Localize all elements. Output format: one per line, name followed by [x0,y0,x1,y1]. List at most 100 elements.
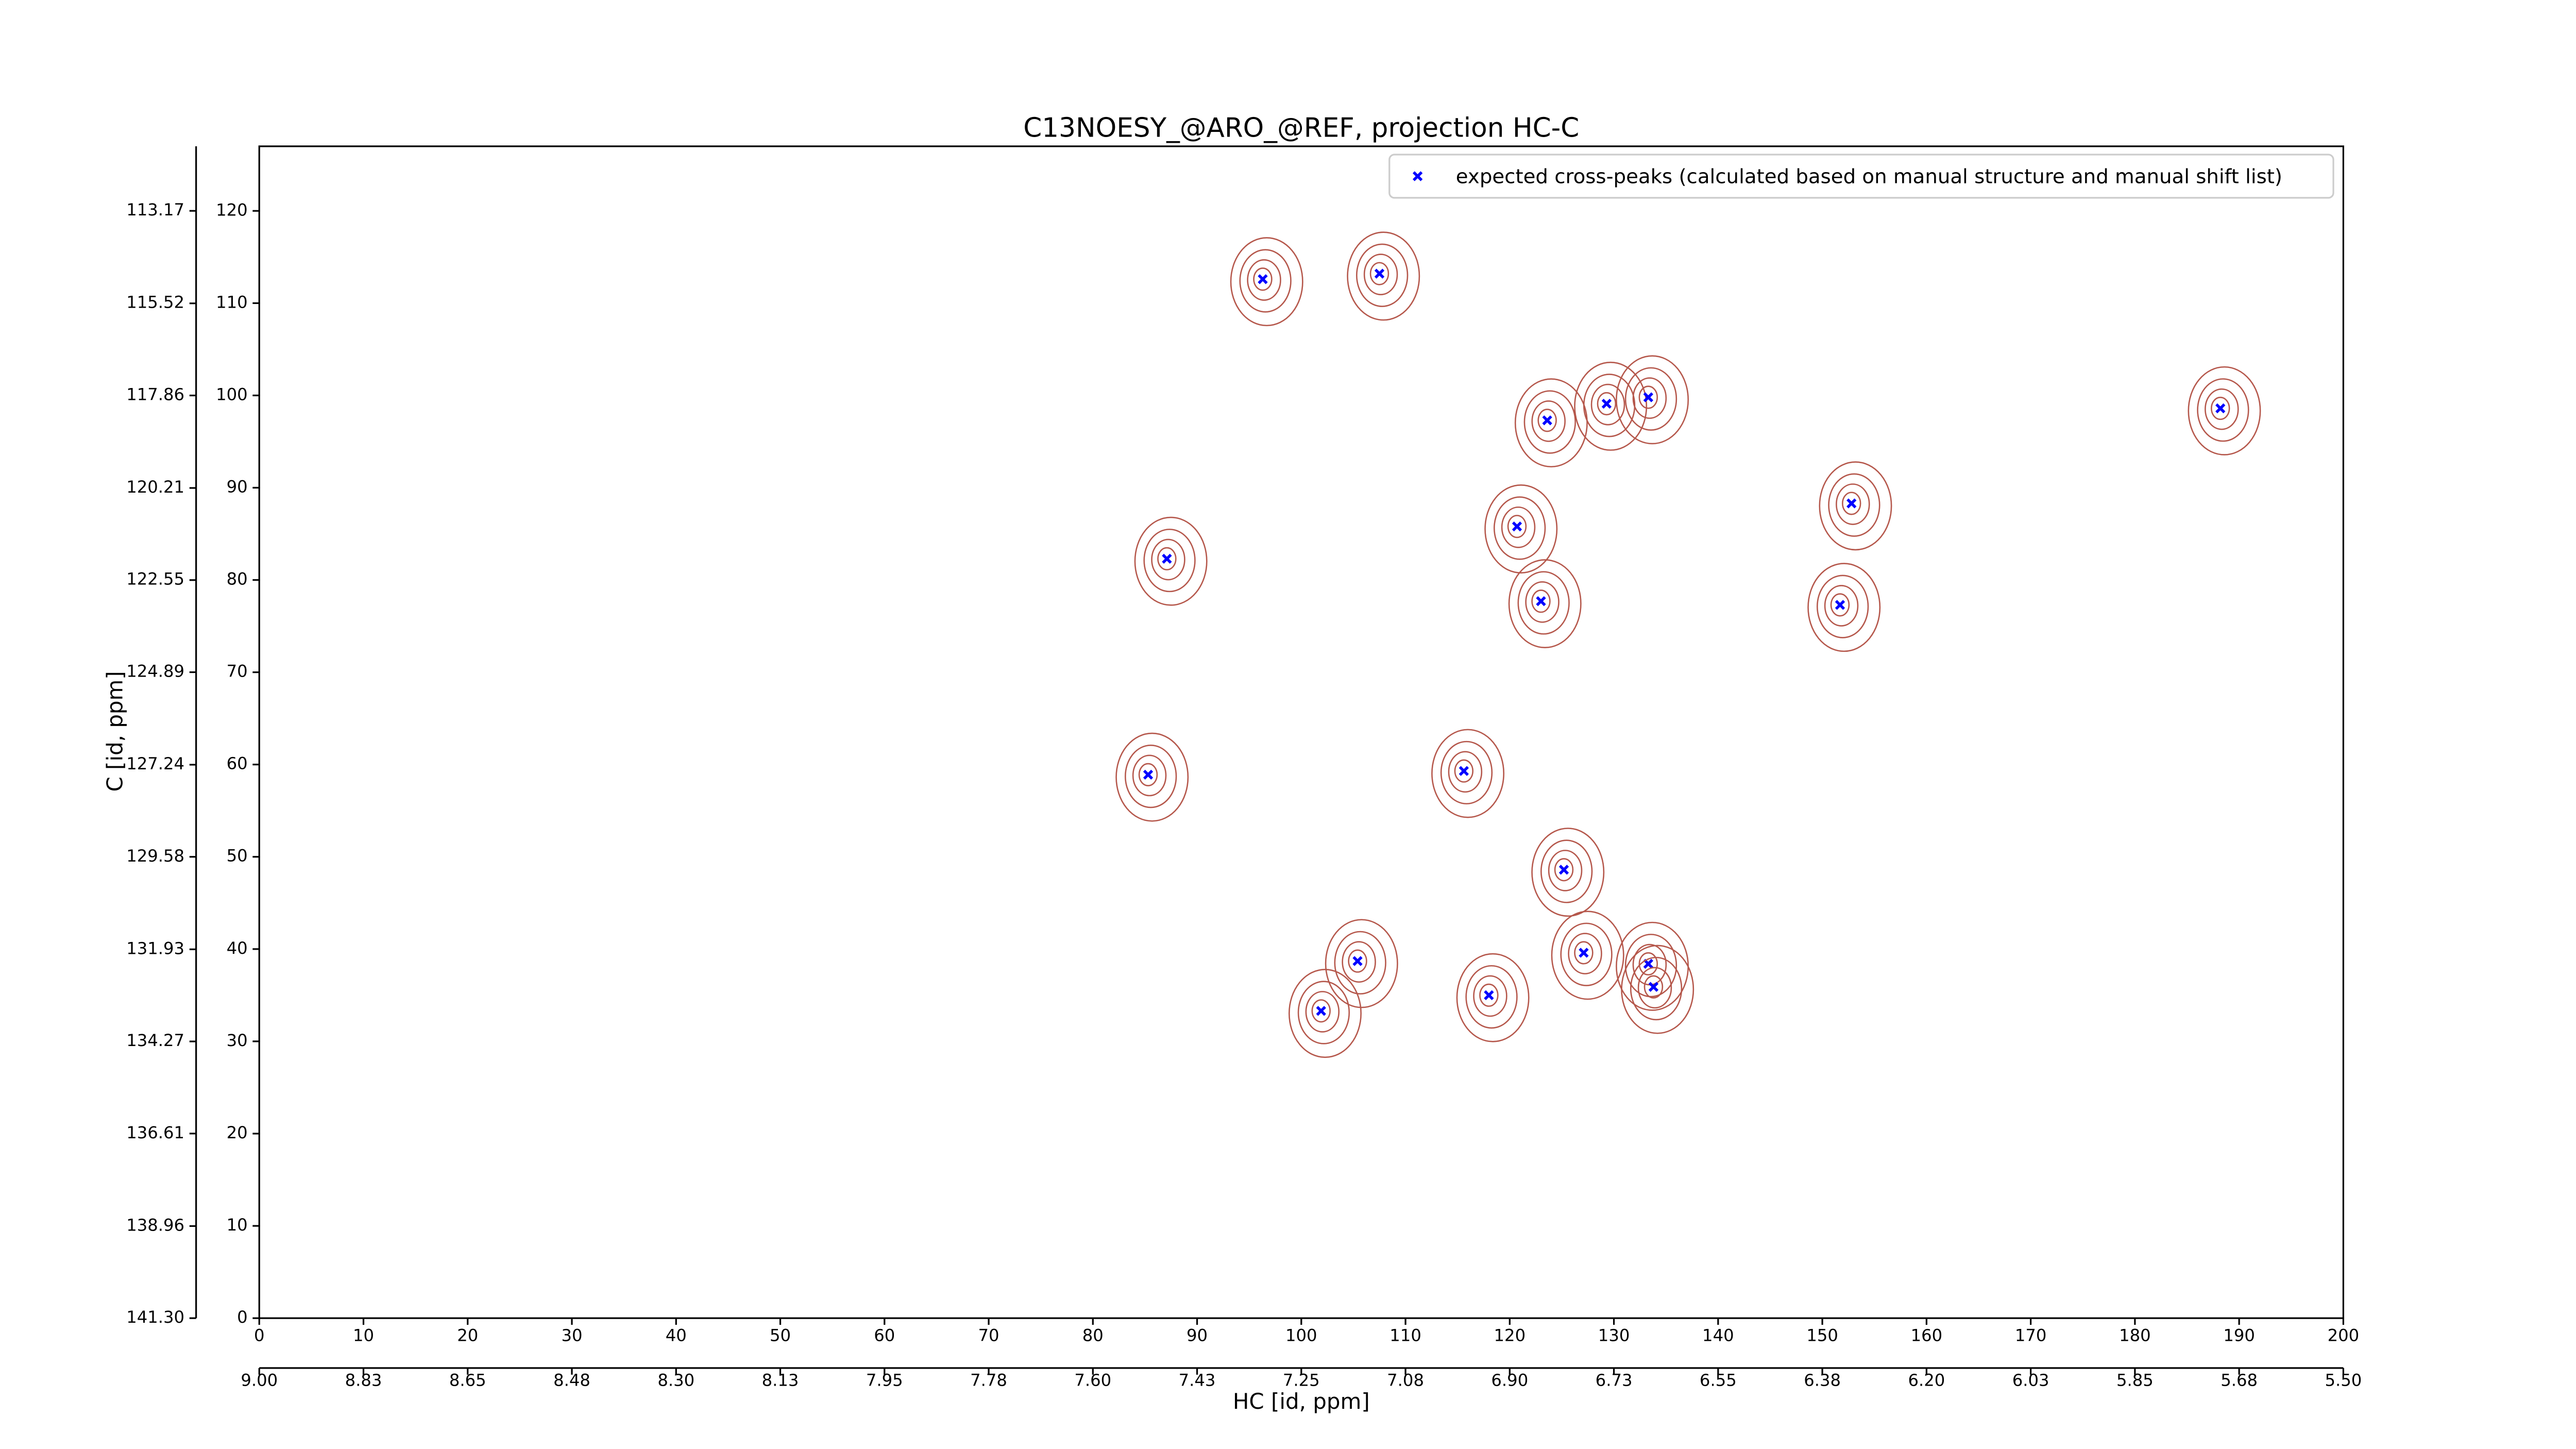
cross-peak [2215,403,2226,414]
cross-peak [1846,498,1857,509]
cross-peak [1512,521,1522,532]
x2-tick-label: 5.68 [2221,1371,2258,1390]
contour [1523,390,1576,454]
y2-tick-label: 115.52 [126,293,184,312]
cross-peak [1648,982,1659,992]
y2-tick-label: 131.93 [126,938,184,958]
contour [1501,506,1536,548]
x-tick-label: 10 [353,1326,374,1345]
contour [1621,945,1694,1034]
x2-tick-label: 5.85 [2116,1371,2154,1390]
contour [1637,967,1672,1009]
cross-peak [1352,956,1363,966]
contour [1574,361,1648,451]
y2-tick-label: 120.21 [126,477,184,497]
contour [1842,492,1861,515]
x-tick-label: 40 [666,1326,687,1345]
x-tick-label: 130 [1598,1326,1630,1345]
plot-frame [258,145,2344,1319]
y-tick-label: 30 [227,1031,248,1050]
y2-tick-label: 117.86 [126,384,184,404]
x-tick-label: 0 [254,1326,265,1345]
y-tick-label: 20 [227,1123,248,1142]
contour [1525,581,1560,623]
x2-tick-label: 8.30 [657,1371,694,1390]
x-tick-label: 30 [561,1326,582,1345]
contour [1342,941,1376,983]
cross-peak [1258,274,1268,284]
x2-tick-label: 7.78 [970,1371,1007,1390]
x2-tick-label: 5.50 [2325,1371,2362,1390]
cross-peak [1374,268,1385,279]
x-tick-label: 150 [1806,1326,1838,1345]
legend-label: expected cross-peaks (calculated based o… [1456,165,2282,189]
chart-title: C13NOESY_@ARO_@REF, projection HC-C [1023,113,1579,144]
contour [1828,473,1880,537]
y2-tick-label: 129.58 [126,846,184,866]
x2-tick-label: 6.55 [1700,1371,1737,1390]
x2-tick-label: 7.43 [1179,1371,1216,1390]
contour [1830,593,1850,617]
contour [1630,956,1683,1021]
contour [2205,388,2239,430]
contour [1531,400,1566,442]
contour [1597,392,1617,416]
contour [2197,378,2249,442]
y2-tick-label: 127.24 [126,754,184,773]
y-tick-label: 10 [227,1215,248,1235]
x2-tick-label: 8.65 [449,1371,486,1390]
contour [1514,378,1588,468]
x2-tick-label: 9.00 [241,1371,278,1390]
contour [1517,571,1570,635]
contour [1531,589,1551,613]
x2-tick-label: 6.38 [1804,1371,1841,1390]
contour [1311,999,1331,1023]
contour [1479,983,1499,1007]
contour [2211,396,2230,420]
contour [1590,383,1625,426]
cross-peak [1579,948,1589,958]
x2-tick-label: 7.60 [1074,1371,1111,1390]
legend-marker [1412,171,1423,181]
contour [1493,496,1546,560]
contour [1632,377,1667,419]
y-tick-label: 60 [227,754,248,773]
contour [1125,744,1177,808]
y2-tick-label: 124.89 [126,662,184,681]
y-tick-label: 0 [237,1307,248,1327]
x-tick-label: 100 [1285,1326,1317,1345]
x-tick-label: 110 [1389,1326,1421,1345]
contour [1574,941,1594,965]
y-tick-label: 100 [216,384,248,404]
contour [1157,547,1177,570]
x2-tick-label: 7.08 [1387,1371,1424,1390]
contour [1454,759,1474,783]
contour [1507,515,1527,538]
y-axis-label: C [id, ppm] [102,671,127,791]
contour [1807,563,1881,652]
y2-tick-label: 136.61 [126,1123,184,1142]
x-tick-label: 50 [770,1326,791,1345]
x-tick-label: 190 [2223,1326,2255,1345]
contour [1638,952,1658,976]
y2-tick-label: 122.55 [126,569,184,589]
contour [1440,740,1493,805]
contour [1638,385,1658,409]
y-tick-label: 80 [227,569,248,589]
cross-peak [1162,553,1172,564]
cross-peak [1484,990,1494,1001]
y-tick-label: 110 [216,292,248,312]
x2-tick-label: 8.83 [345,1371,382,1390]
contour [1247,259,1281,301]
x2-tick-label: 7.95 [866,1371,903,1390]
contour [1836,483,1870,525]
contour [1347,231,1420,321]
contour [1356,243,1409,307]
x2-tick-label: 6.90 [1491,1371,1528,1390]
cross-peak [1536,596,1546,606]
y-tick-label: 70 [227,662,248,681]
x-tick-label: 140 [1702,1326,1734,1345]
cross-peak [1643,958,1654,969]
contour [1616,355,1689,445]
